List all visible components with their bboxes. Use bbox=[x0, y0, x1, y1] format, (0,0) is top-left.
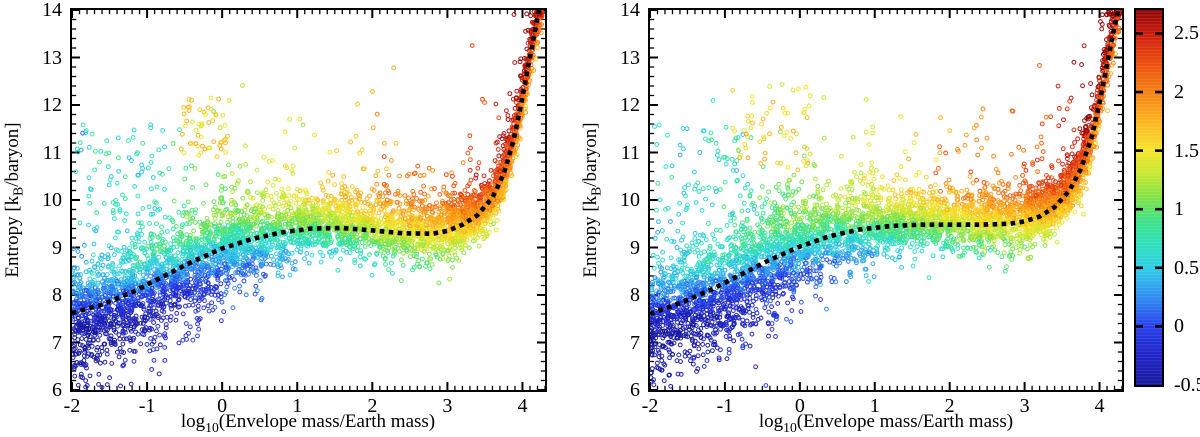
y-tick-label: 10 bbox=[620, 189, 640, 211]
x-tick-label: -1 bbox=[716, 395, 734, 417]
x-tick-label: -2 bbox=[63, 395, 81, 417]
x-tick-label: 0 bbox=[217, 395, 228, 417]
x-tick-label: 0 bbox=[794, 395, 805, 417]
y-tick-label: 13 bbox=[42, 46, 62, 69]
y-tick-label: 13 bbox=[620, 46, 640, 69]
x-tick-label: 4 bbox=[1094, 395, 1105, 417]
x-label-text-end: (Envelope mass/Earth mass) bbox=[796, 411, 1014, 432]
y-tick-label: 8 bbox=[630, 284, 640, 306]
y-tick-label: 12 bbox=[620, 94, 640, 116]
x-tick-label: 3 bbox=[1019, 395, 1030, 417]
right-plot-canvas bbox=[650, 10, 1122, 390]
y-tick-label: 10 bbox=[42, 189, 62, 211]
left-plot-canvas bbox=[72, 10, 545, 390]
y-tick-label: 12 bbox=[42, 94, 62, 116]
right-x-axis-label: log10(Envelope mass/Earth mass) bbox=[759, 412, 1013, 434]
x-tick-label: 1 bbox=[869, 395, 880, 417]
colorbar-tick-label: 2.5 bbox=[1174, 22, 1199, 45]
x-tick-label: 1 bbox=[292, 395, 303, 417]
left-plot bbox=[70, 8, 547, 392]
y-tick-label: 7 bbox=[52, 331, 62, 354]
x-tick-label: 3 bbox=[442, 395, 453, 417]
y-tick-label: 9 bbox=[630, 236, 640, 259]
colorbar-tick-label: 2 bbox=[1174, 81, 1184, 104]
y-tick-label: 7 bbox=[630, 331, 640, 354]
x-label-text-end: (Envelope mass/Earth mass) bbox=[218, 411, 436, 432]
colorbar-tick-label: 1 bbox=[1174, 198, 1184, 221]
x-label-text: log bbox=[180, 411, 206, 432]
y-tick-label: 11 bbox=[620, 141, 640, 164]
colorbar-tick-label: 0.5 bbox=[1174, 256, 1199, 279]
colorbar-canvas bbox=[1136, 10, 1162, 385]
y-tick-label: 8 bbox=[52, 284, 62, 306]
x-tick-label: 4 bbox=[517, 395, 528, 417]
x-label-text: log bbox=[758, 411, 784, 432]
y-tick-label: 14 bbox=[42, 0, 62, 21]
x-tick-label: -1 bbox=[138, 395, 156, 417]
y-tick-label: 6 bbox=[52, 379, 62, 401]
x-tick-label: 2 bbox=[944, 395, 955, 417]
colorbar bbox=[1134, 8, 1164, 387]
x-label-subscript: 10 bbox=[783, 419, 797, 435]
colorbar-tick-label: 1.5 bbox=[1174, 139, 1199, 162]
colorbar-tick-label: 0 bbox=[1174, 315, 1184, 338]
y-tick-label: 14 bbox=[620, 0, 640, 21]
x-tick-label: 2 bbox=[367, 395, 378, 417]
x-label-subscript: 10 bbox=[205, 419, 219, 435]
x-tick-label: -2 bbox=[641, 395, 659, 417]
y-tick-label: 9 bbox=[52, 236, 62, 259]
left-x-axis-label: log10(Envelope mass/Earth mass) bbox=[181, 412, 435, 434]
y-tick-label: 11 bbox=[42, 141, 62, 164]
right-plot bbox=[648, 8, 1124, 392]
y-tick-label: 6 bbox=[630, 379, 640, 401]
colorbar-tick-label: -0.5 bbox=[1174, 374, 1200, 396]
